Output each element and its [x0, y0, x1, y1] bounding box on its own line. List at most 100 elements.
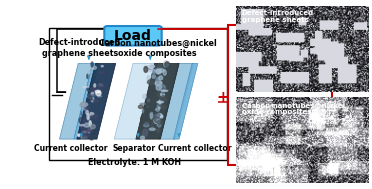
Ellipse shape [155, 114, 160, 118]
Ellipse shape [88, 114, 90, 120]
Ellipse shape [159, 85, 166, 90]
Ellipse shape [141, 116, 147, 123]
Ellipse shape [153, 71, 154, 77]
Ellipse shape [150, 105, 153, 112]
Text: −: − [55, 85, 67, 100]
Ellipse shape [84, 123, 90, 127]
Ellipse shape [88, 95, 90, 96]
Ellipse shape [83, 87, 89, 88]
Ellipse shape [94, 84, 96, 87]
Ellipse shape [157, 129, 160, 132]
Ellipse shape [154, 115, 156, 118]
Ellipse shape [151, 132, 154, 135]
Ellipse shape [87, 114, 89, 120]
Ellipse shape [82, 131, 87, 133]
Ellipse shape [141, 116, 146, 121]
Ellipse shape [91, 115, 97, 118]
Ellipse shape [147, 80, 154, 84]
Ellipse shape [150, 112, 153, 119]
Ellipse shape [80, 124, 84, 128]
Ellipse shape [149, 128, 155, 130]
Ellipse shape [145, 122, 149, 125]
Ellipse shape [95, 90, 100, 93]
Text: Load: Load [114, 29, 152, 43]
Ellipse shape [99, 72, 104, 73]
Polygon shape [74, 64, 98, 139]
Ellipse shape [87, 88, 89, 90]
Ellipse shape [87, 128, 92, 133]
Ellipse shape [99, 101, 100, 104]
Text: Defect-introduced
graphene sheets: Defect-introduced graphene sheets [39, 38, 121, 58]
Ellipse shape [97, 96, 102, 97]
Ellipse shape [87, 128, 90, 132]
Ellipse shape [142, 109, 144, 112]
Ellipse shape [158, 64, 161, 67]
Polygon shape [60, 64, 93, 139]
Text: +: + [217, 90, 230, 105]
Ellipse shape [144, 67, 148, 72]
Ellipse shape [86, 136, 91, 139]
Ellipse shape [141, 136, 144, 139]
Ellipse shape [90, 130, 96, 134]
Ellipse shape [157, 121, 163, 124]
Ellipse shape [150, 65, 154, 68]
Ellipse shape [90, 125, 95, 129]
Ellipse shape [156, 108, 160, 111]
Polygon shape [136, 64, 179, 139]
Ellipse shape [158, 102, 162, 107]
Ellipse shape [157, 119, 159, 124]
Ellipse shape [81, 112, 82, 116]
FancyBboxPatch shape [49, 28, 227, 160]
Ellipse shape [84, 105, 86, 110]
Ellipse shape [86, 110, 89, 114]
Ellipse shape [157, 114, 162, 118]
Ellipse shape [89, 126, 94, 131]
Ellipse shape [147, 99, 150, 102]
Ellipse shape [157, 92, 162, 97]
Polygon shape [159, 64, 193, 139]
Ellipse shape [161, 90, 168, 91]
Text: Separator: Separator [113, 144, 156, 153]
Ellipse shape [87, 135, 90, 137]
Ellipse shape [91, 87, 95, 93]
Ellipse shape [148, 68, 152, 70]
Text: Current collector: Current collector [158, 144, 232, 153]
Ellipse shape [96, 91, 101, 96]
Ellipse shape [152, 69, 155, 73]
Ellipse shape [88, 90, 91, 92]
Ellipse shape [93, 100, 98, 102]
Ellipse shape [99, 84, 103, 86]
Ellipse shape [83, 119, 85, 123]
Ellipse shape [91, 92, 94, 95]
Ellipse shape [149, 124, 153, 130]
Ellipse shape [147, 76, 150, 80]
Text: Defect-introduced
graphene sheets: Defect-introduced graphene sheets [241, 10, 314, 23]
Ellipse shape [157, 123, 161, 127]
Ellipse shape [81, 102, 87, 107]
Ellipse shape [154, 117, 159, 123]
Ellipse shape [157, 105, 159, 112]
Ellipse shape [95, 121, 96, 127]
Ellipse shape [93, 127, 96, 132]
Ellipse shape [147, 106, 152, 108]
Ellipse shape [90, 113, 94, 115]
FancyBboxPatch shape [104, 26, 162, 46]
Ellipse shape [82, 129, 87, 135]
Ellipse shape [158, 107, 160, 108]
Polygon shape [173, 64, 198, 139]
Ellipse shape [159, 105, 166, 109]
Ellipse shape [144, 124, 149, 127]
Ellipse shape [150, 65, 155, 68]
Text: Current collector: Current collector [34, 144, 108, 153]
Ellipse shape [160, 82, 162, 88]
Ellipse shape [163, 70, 166, 75]
Ellipse shape [89, 121, 91, 126]
Ellipse shape [78, 134, 80, 136]
Ellipse shape [80, 125, 84, 126]
Ellipse shape [89, 135, 94, 140]
Ellipse shape [142, 129, 148, 136]
Ellipse shape [160, 115, 163, 118]
Ellipse shape [156, 115, 162, 116]
Ellipse shape [101, 66, 103, 67]
Ellipse shape [151, 65, 154, 67]
